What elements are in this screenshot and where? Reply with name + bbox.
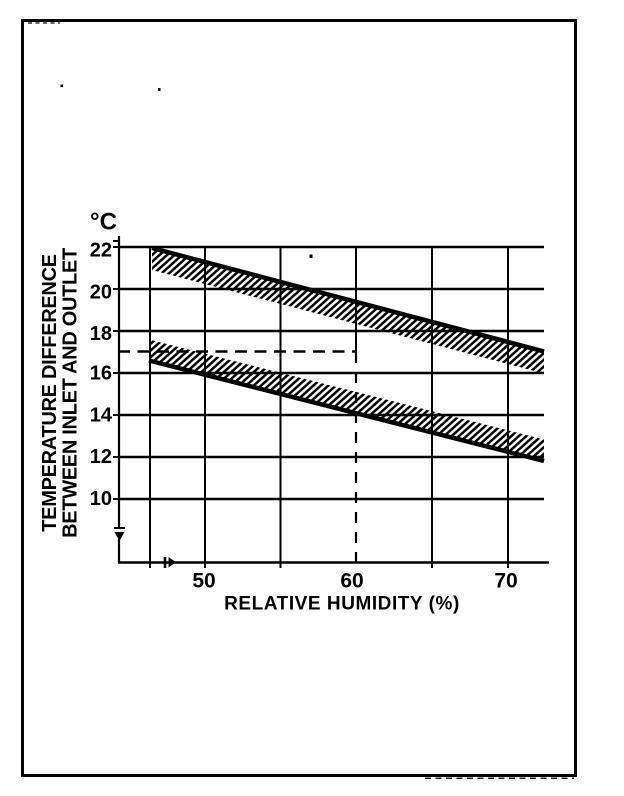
svg-text:12: 12 xyxy=(90,446,112,468)
svg-text:60: 60 xyxy=(340,570,363,593)
svg-text:BETWEEN INLET AND OUTLET: BETWEEN INLET AND OUTLET xyxy=(60,248,82,538)
svg-text:22: 22 xyxy=(90,240,112,262)
svg-text:14: 14 xyxy=(90,405,113,427)
svg-text:50: 50 xyxy=(192,570,215,593)
svg-text:20: 20 xyxy=(90,282,112,304)
svg-text:16: 16 xyxy=(90,363,112,385)
svg-text:10: 10 xyxy=(90,488,112,510)
svg-text:TEMPERATURE DIFFERENCE: TEMPERATURE DIFFERENCE xyxy=(39,254,61,531)
svg-text:18: 18 xyxy=(90,323,112,345)
svg-text:RELATIVE HUMIDITY (%): RELATIVE HUMIDITY (%) xyxy=(224,594,460,615)
svg-text:°C: °C xyxy=(90,209,117,236)
svg-text:70: 70 xyxy=(494,570,517,593)
